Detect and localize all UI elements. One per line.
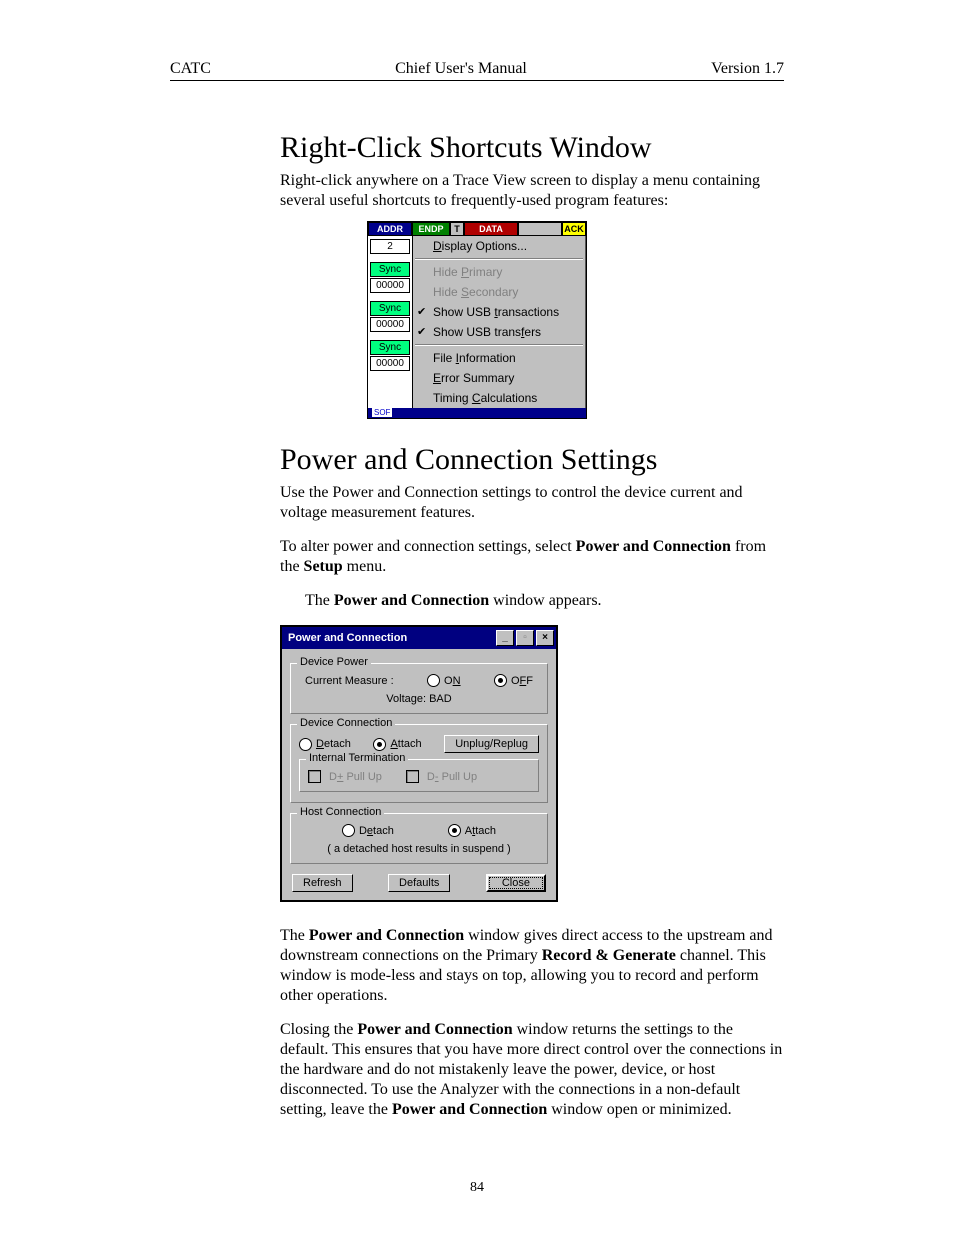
section2-p1: Use the Power and Connection settings to…	[170, 483, 784, 523]
check-icon: ✔	[417, 305, 426, 319]
menu-separator	[415, 258, 583, 260]
host-detach-radio[interactable]: Detach	[342, 824, 394, 837]
unplug-replug-button[interactable]: Unplug/Replug	[444, 735, 539, 753]
device-power-group: Device Power Current Measure : ON OFF	[290, 663, 548, 714]
host-connection-legend: Host Connection	[297, 806, 384, 818]
current-off-radio[interactable]: OFF	[494, 674, 533, 687]
context-menu-items: Display Options... Hide Primary Hide Sec…	[413, 236, 586, 408]
section2-p3: The Power and Connection window appears.	[170, 591, 784, 611]
host-attach-radio[interactable]: Attach	[448, 824, 496, 837]
context-left-column: 2 Sync 00000 Sync 00000 Sync 00000	[368, 236, 413, 408]
internal-termination-legend: Internal Termination	[306, 752, 408, 764]
menu-error-summary[interactable]: Error Summary	[413, 368, 585, 388]
host-connection-group: Host Connection Detach Attach ( a detach…	[290, 813, 548, 864]
col-t: T	[450, 222, 464, 236]
section3-p2: Closing the Power and Connection window …	[170, 1020, 784, 1120]
section1-title: Right-Click Shortcuts Window	[170, 131, 784, 165]
radio-icon	[373, 738, 386, 751]
col-endp: ENDP	[412, 222, 450, 236]
page-number: 84	[170, 1180, 784, 1196]
col-gap	[518, 222, 562, 236]
device-connection-group: Device Connection Detach Attach Unplug/R…	[290, 724, 548, 803]
device-attach-radio[interactable]: Attach	[373, 738, 421, 751]
voltage-label: Voltage: BAD	[386, 693, 451, 705]
device-detach-radio[interactable]: Detach	[299, 738, 351, 751]
left-cell: Sync	[370, 262, 410, 277]
dialog-titlebar[interactable]: Power and Connection _ ▫ ×	[282, 627, 556, 649]
context-menu: ADDR ENDP T DATA ACK 2 Sync 00000 Sync 0…	[367, 221, 587, 419]
section2-title: Power and Connection Settings	[170, 443, 784, 477]
defaults-button[interactable]: Defaults	[388, 874, 450, 892]
refresh-button[interactable]: Refresh	[292, 874, 353, 892]
host-note: ( a detached host results in suspend )	[299, 843, 539, 855]
left-cell: 00000	[370, 356, 410, 371]
left-cell: Sync	[370, 301, 410, 316]
col-ack: ACK	[562, 222, 586, 236]
menu-hide-secondary[interactable]: Hide Secondary	[413, 282, 585, 302]
menu-hide-primary[interactable]: Hide Primary	[413, 262, 585, 282]
context-menu-footer: SOF	[368, 408, 586, 418]
page-header: CATC Chief User's Manual Version 1.7	[170, 60, 784, 81]
device-power-legend: Device Power	[297, 656, 371, 668]
current-on-radio[interactable]: ON	[427, 674, 461, 687]
power-connection-figure: Power and Connection _ ▫ × Device Power …	[170, 625, 784, 902]
current-measure-label: Current Measure :	[305, 675, 394, 687]
menu-show-transactions[interactable]: ✔Show USB transactions	[413, 302, 585, 322]
power-connection-dialog: Power and Connection _ ▫ × Device Power …	[280, 625, 558, 902]
dialog-title: Power and Connection	[288, 632, 407, 644]
left-cell: 2	[370, 239, 410, 254]
menu-timing-calculations[interactable]: Timing Calculations	[413, 388, 585, 408]
menu-file-information[interactable]: File Information	[413, 348, 585, 368]
col-addr: ADDR	[368, 222, 412, 236]
menu-separator	[415, 344, 583, 346]
radio-icon	[494, 674, 507, 687]
minimize-button[interactable]: _	[496, 630, 514, 646]
check-icon: ✔	[417, 325, 426, 339]
maximize-button: ▫	[516, 630, 534, 646]
left-cell: Sync	[370, 340, 410, 355]
radio-icon	[427, 674, 440, 687]
header-center: Chief User's Manual	[395, 60, 527, 78]
section2-p2: To alter power and connection settings, …	[170, 537, 784, 577]
section3-p1: The Power and Connection window gives di…	[170, 926, 784, 1006]
header-left: CATC	[170, 60, 211, 78]
radio-icon	[448, 824, 461, 837]
context-menu-figure: ADDR ENDP T DATA ACK 2 Sync 00000 Sync 0…	[170, 221, 784, 419]
menu-display-options[interactable]: Display Options...	[413, 236, 585, 256]
menu-show-transfers[interactable]: ✔Show USB transfers	[413, 322, 585, 342]
close-dialog-button[interactable]: Close	[486, 874, 546, 892]
internal-termination-group: Internal Termination D+ Pull Up D- Pull …	[299, 759, 539, 792]
left-cell: 00000	[370, 278, 410, 293]
radio-icon	[342, 824, 355, 837]
radio-icon	[299, 738, 312, 751]
device-connection-legend: Device Connection	[297, 717, 395, 729]
dplus-checkbox	[308, 770, 321, 783]
context-menu-header: ADDR ENDP T DATA ACK	[368, 222, 586, 236]
dminus-checkbox	[406, 770, 419, 783]
close-button[interactable]: ×	[536, 630, 554, 646]
col-data: DATA	[464, 222, 518, 236]
section1-body: Right-click anywhere on a Trace View scr…	[170, 171, 784, 211]
header-right: Version 1.7	[711, 60, 784, 78]
left-cell: 00000	[370, 317, 410, 332]
